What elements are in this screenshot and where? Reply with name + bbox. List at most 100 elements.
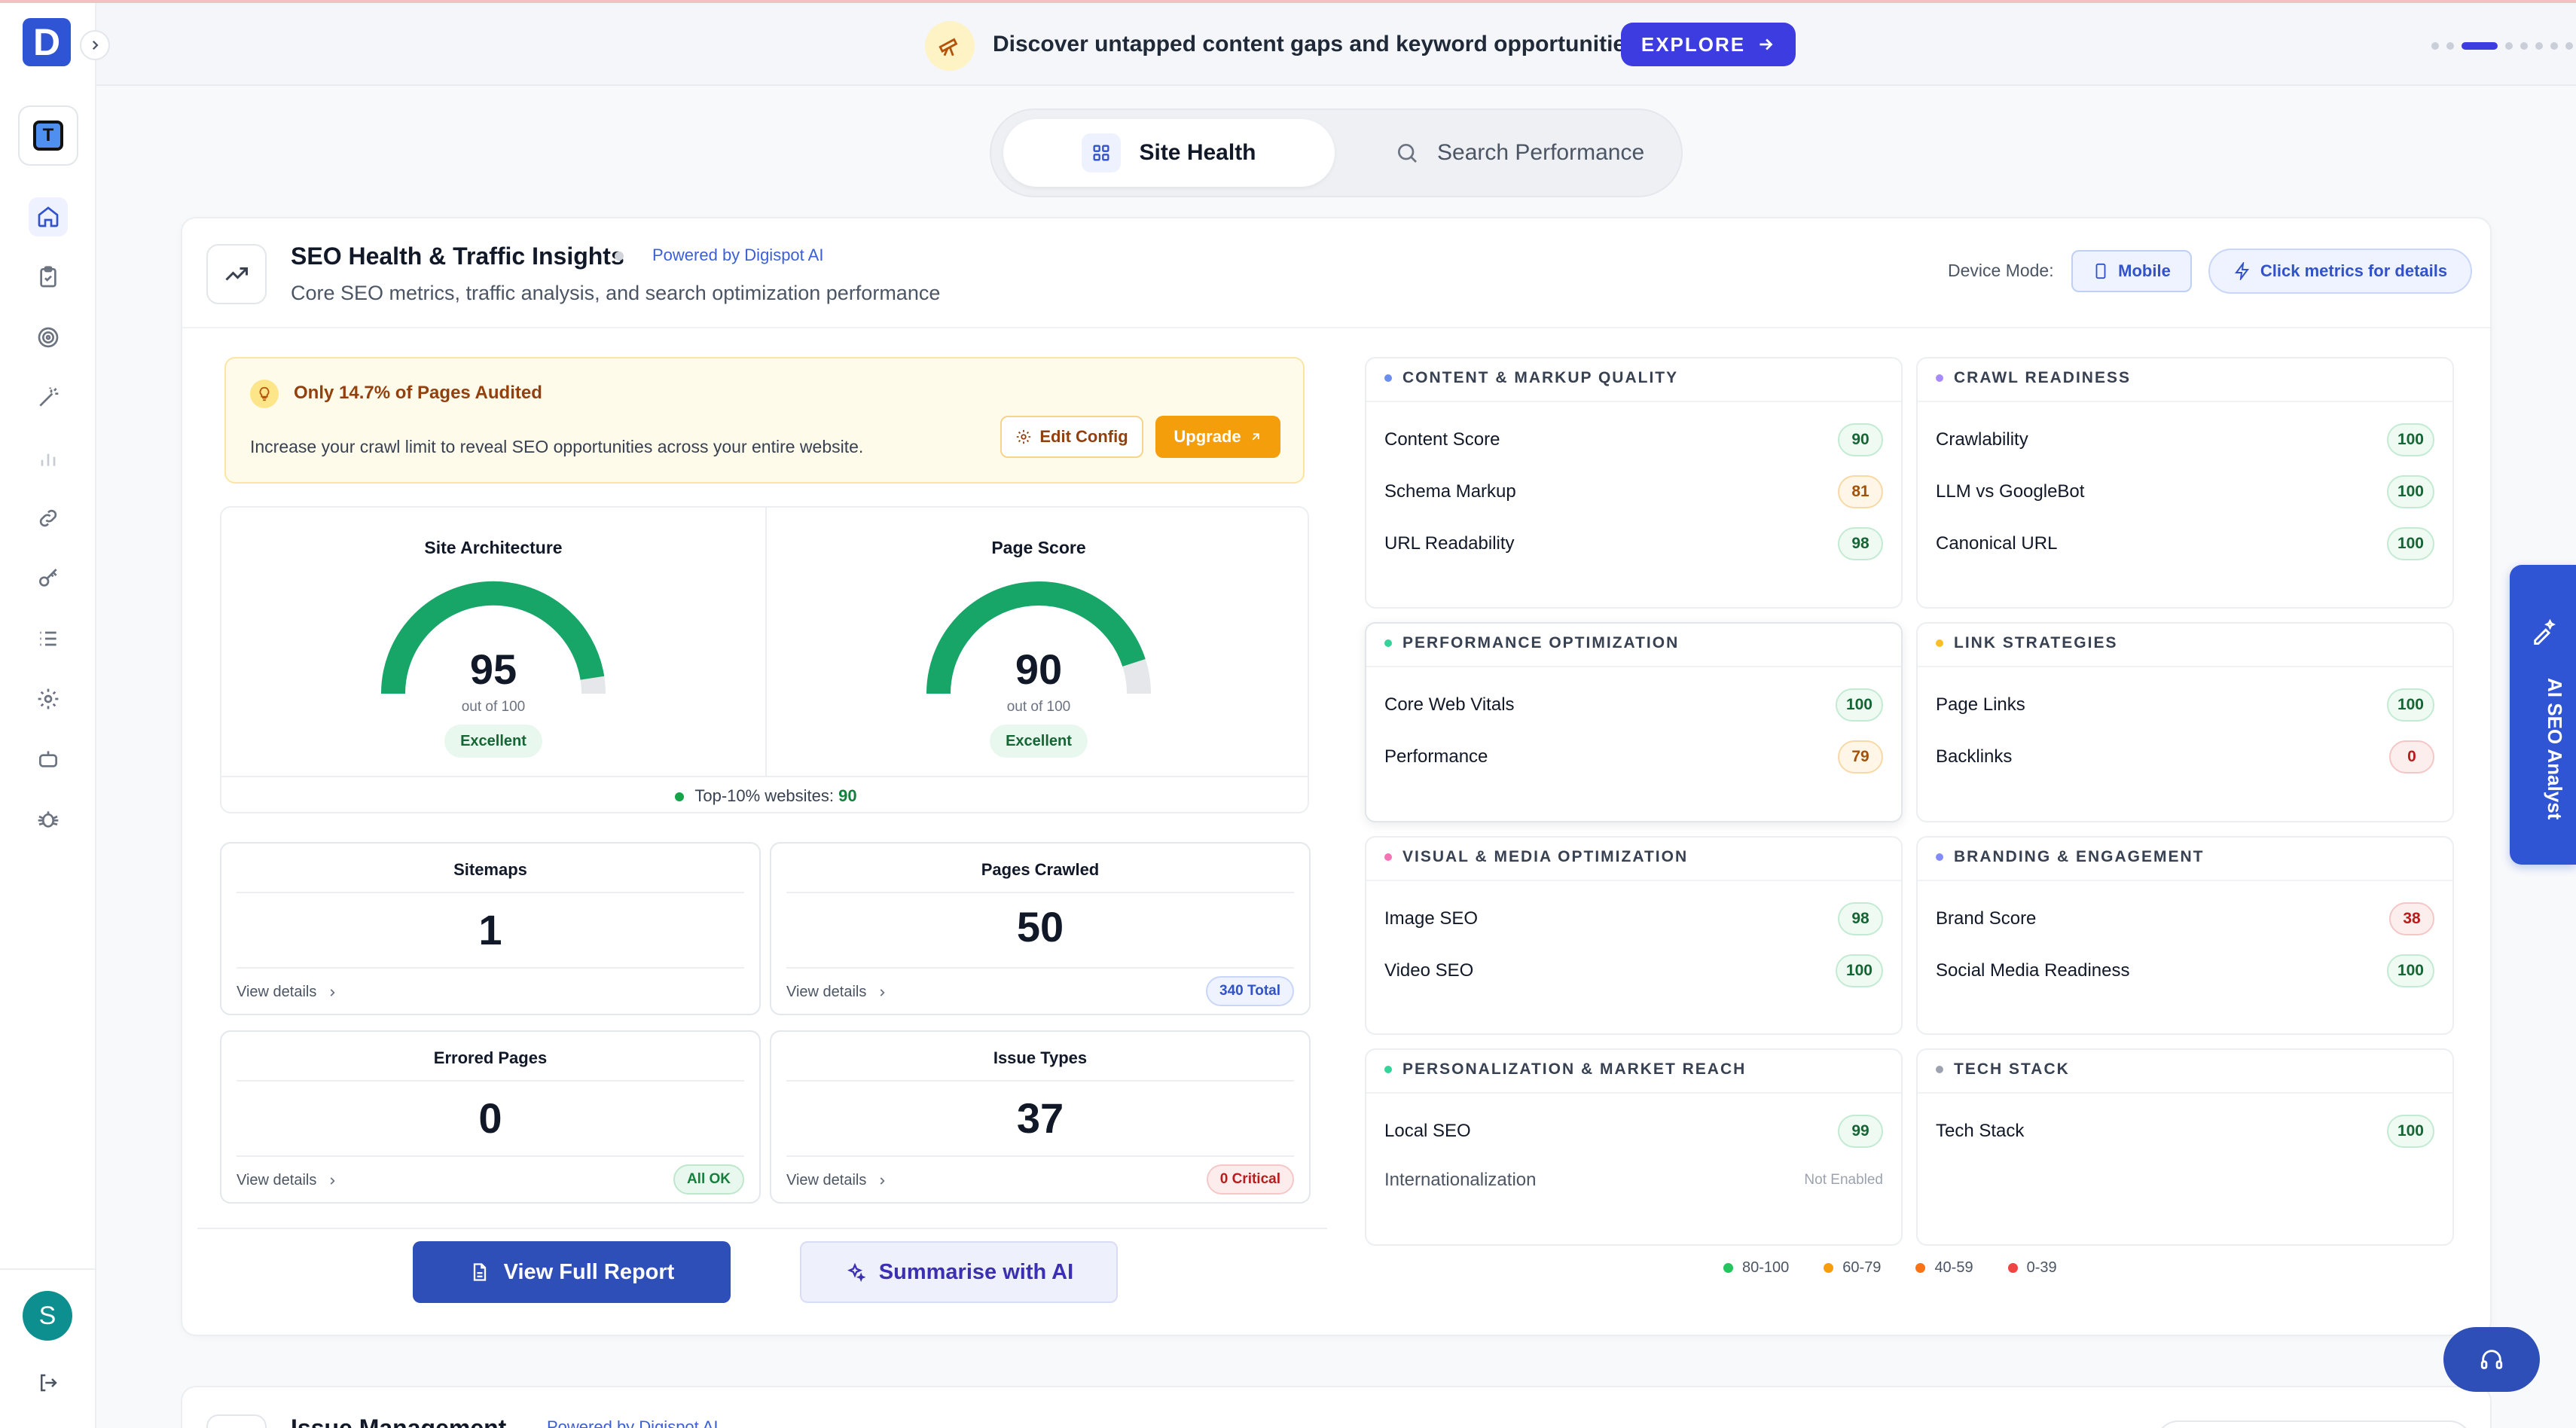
view-details-label: View details: [786, 1172, 867, 1188]
view-details-link[interactable]: View details: [786, 984, 887, 1001]
stat-value: 50: [1016, 903, 1064, 950]
metric-row[interactable]: Canonical URL 100: [1936, 523, 2434, 565]
nav-links[interactable]: [29, 499, 68, 538]
view-details-link[interactable]: View details: [786, 1172, 887, 1189]
metric-row[interactable]: Internationalization Not Enabled: [1384, 1159, 1883, 1201]
banner-carousel-dots: [2431, 42, 2576, 50]
metric-row[interactable]: Brand Score 38: [1936, 898, 2434, 940]
edit-config-label: Edit Config: [1039, 427, 1128, 446]
metrics-hint-button[interactable]: Click metrics for details: [2208, 249, 2472, 294]
legend-item: 80-100: [1723, 1259, 1789, 1277]
metric-score: 0: [2389, 740, 2434, 774]
user-avatar[interactable]: S: [23, 1291, 72, 1341]
metric-score: 100: [2386, 688, 2434, 722]
metric-score: 98: [1838, 527, 1883, 560]
panel-personalization[interactable]: PERSONALIZATION & MARKET REACH Local SEO…: [1365, 1048, 1903, 1246]
tab-search-performance[interactable]: Search Performance: [1380, 119, 1666, 187]
gauge-fill: [380, 581, 605, 694]
carousel-dot[interactable]: [2520, 42, 2528, 50]
panel-visual-media[interactable]: VISUAL & MEDIA OPTIMIZATION Image SEO 98 …: [1365, 836, 1903, 1035]
ai-seo-analyst-tab[interactable]: AI SEO Analyst: [2510, 565, 2576, 865]
nav-optimize[interactable]: [29, 378, 68, 417]
metric-row[interactable]: Video SEO 100: [1384, 950, 1883, 992]
panel-link-strategies[interactable]: LINK STRATEGIES Page Links 100 Backlinks 0: [1916, 622, 2454, 822]
legend-label: 0-39: [2026, 1259, 2057, 1276]
carousel-dot[interactable]: [2431, 42, 2439, 50]
panel-tech-stack[interactable]: TECH STACK Tech Stack 100: [1916, 1048, 2454, 1246]
nav-home[interactable]: [29, 197, 68, 236]
nav-target[interactable]: [29, 318, 68, 357]
gauge-value: 95: [469, 645, 517, 693]
panel-performance[interactable]: PERFORMANCE OPTIMIZATION Core Web Vitals…: [1365, 622, 1903, 822]
metric-row[interactable]: Content Score 90: [1384, 419, 1883, 461]
upgrade-button[interactable]: Upgrade: [1155, 416, 1280, 458]
panel-title: VISUAL & MEDIA OPTIMIZATION: [1402, 848, 1689, 865]
logout-button[interactable]: [32, 1366, 65, 1399]
metric-row[interactable]: Performance 79: [1384, 736, 1883, 778]
carousel-dot[interactable]: [2550, 42, 2558, 50]
panel-branding[interactable]: BRANDING & ENGAGEMENT Brand Score 38 Soci…: [1916, 836, 2454, 1035]
metric-row[interactable]: LLM vs GoogleBot 100: [1936, 471, 2434, 513]
sidebar-expand-button[interactable]: [80, 30, 110, 60]
stat-sitemaps[interactable]: Sitemaps 1 View details: [220, 842, 761, 1015]
metric-row[interactable]: Crawlability 100: [1936, 419, 2434, 461]
benchmark-label: Top-10% websites:: [694, 786, 835, 805]
metric-row[interactable]: Image SEO 98: [1384, 898, 1883, 940]
support-chat-button[interactable]: [2443, 1327, 2540, 1392]
logo-letter: D: [32, 21, 61, 63]
metric-label: Content Score: [1384, 429, 1500, 450]
panel-divider: [1366, 1092, 1901, 1094]
upgrade-label: Upgrade: [1174, 427, 1241, 446]
carousel-dot[interactable]: [2535, 42, 2543, 50]
app-logo[interactable]: D: [23, 18, 71, 66]
mobile-icon: [2095, 263, 2106, 279]
metric-row[interactable]: Page Links 100: [1936, 684, 2434, 726]
view-details-link[interactable]: View details: [237, 1172, 337, 1189]
metric-row[interactable]: Social Media Readiness 100: [1936, 950, 2434, 992]
tab-site-health[interactable]: Site Health: [1003, 119, 1335, 187]
clipboard-icon: [40, 266, 56, 288]
card-action-pill[interactable]: [2156, 1420, 2472, 1428]
nav-list[interactable]: [29, 619, 68, 658]
panel-divider: [1918, 1092, 2452, 1094]
nav-keywords[interactable]: [29, 559, 68, 598]
view-full-report-button[interactable]: View Full Report: [413, 1241, 731, 1303]
nav-analytics[interactable]: [29, 438, 68, 478]
legend-dot: [1915, 1263, 1926, 1274]
card-title: Issue Management: [291, 1414, 507, 1428]
panel-header: PERSONALIZATION & MARKET REACH: [1384, 1060, 1746, 1079]
device-mode-toggle[interactable]: Mobile: [2071, 250, 2192, 292]
carousel-dot[interactable]: [2446, 42, 2454, 50]
metric-row[interactable]: Local SEO 99: [1384, 1110, 1883, 1152]
metric-row[interactable]: Schema Markup 81: [1384, 471, 1883, 513]
stat-errored-pages[interactable]: Errored Pages 0 View details All OK: [220, 1030, 761, 1204]
nav-audits[interactable]: [29, 258, 68, 297]
explore-button[interactable]: EXPLORE: [1621, 23, 1796, 66]
carousel-dot-active[interactable]: [2462, 42, 2498, 50]
category-dot: [1384, 639, 1392, 647]
metric-row[interactable]: Tech Stack 100: [1936, 1110, 2434, 1152]
gauge-page-score[interactable]: Page Score 90 out of 100 Excellent: [767, 508, 1311, 776]
workspace-switcher[interactable]: T: [18, 105, 78, 166]
metric-label: Page Links: [1936, 694, 2025, 715]
metric-row[interactable]: URL Readability 98: [1384, 523, 1883, 565]
panel-title: LINK STRATEGIES: [1954, 634, 2118, 651]
summarise-with-ai-button[interactable]: Summarise with AI: [800, 1241, 1118, 1303]
stat-pages-crawled[interactable]: Pages Crawled 50 View details 340 Total: [770, 842, 1311, 1015]
nav-settings[interactable]: [29, 679, 68, 719]
gauge-arc: [380, 581, 606, 694]
carousel-dot[interactable]: [2505, 42, 2513, 50]
nav-bots[interactable]: [29, 740, 68, 779]
view-details-link[interactable]: View details: [237, 984, 337, 1001]
top-accent-line: [0, 0, 2576, 3]
carousel-dot[interactable]: [2565, 42, 2573, 50]
panel-content-markup[interactable]: CONTENT & MARKUP QUALITY Content Score 90…: [1365, 357, 1903, 609]
metric-row[interactable]: Backlinks 0: [1936, 736, 2434, 778]
stat-divider: [786, 892, 1294, 893]
nav-crawler[interactable]: [29, 800, 68, 839]
panel-crawl-readiness[interactable]: CRAWL READINESS Crawlability 100 LLM vs G…: [1916, 357, 2454, 609]
metric-row[interactable]: Core Web Vitals 100: [1384, 684, 1883, 726]
stat-issue-types[interactable]: Issue Types 37 View details 0 Critical: [770, 1030, 1311, 1204]
gauge-site-architecture[interactable]: Site Architecture 95 out of 100 Excellen…: [221, 508, 765, 776]
edit-config-button[interactable]: Edit Config: [1000, 416, 1143, 458]
